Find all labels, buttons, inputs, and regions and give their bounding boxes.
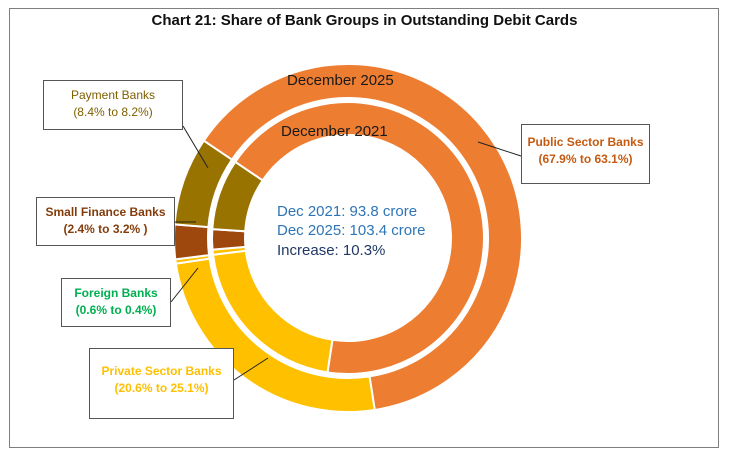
slice-december-2021-public-sector-banks: [233, 101, 485, 375]
callout-label-public-sector-banks: Public Sector Banks: [527, 135, 644, 149]
chart-title: Chart 21: Share of Bank Groups in Outsta…: [151, 12, 578, 29]
callout-foreign-banks: Foreign Banks (0.6% to 0.4%): [61, 278, 171, 327]
slice-december-2025-payment-banks: [173, 139, 234, 229]
callout-small-finance-banks: Small Finance Banks (2.4% to 3.2% ): [36, 197, 175, 246]
slice-december-2021-payment-banks: [211, 160, 264, 233]
callout-range-payment-banks: (8.4% to 8.2%): [73, 105, 153, 119]
callout-payment-banks: Payment Banks (8.4% to 8.2%): [43, 80, 183, 130]
center-text-increase: Increase: 10.3%: [277, 242, 386, 259]
leader-line-foreign-banks: [170, 267, 199, 303]
callout-label-small-finance-banks: Small Finance Banks: [45, 205, 166, 219]
outer-ring-label: December 2025: [287, 72, 394, 89]
callout-range-foreign-banks: (0.6% to 0.4%): [75, 303, 157, 317]
callout-range-private-sector-banks: (20.6% to 25.1%): [114, 381, 209, 395]
leader-line-payment-banks: [182, 125, 209, 169]
callout-label-foreign-banks: Foreign Banks: [74, 286, 158, 300]
center-text-dec-2021: Dec 2021: 93.8 crore: [277, 203, 418, 220]
leader-line-private-sector-banks: [233, 357, 269, 381]
callout-public-sector-banks: Public Sector Banks (67.9% to 63.1%): [521, 124, 650, 184]
center-text-dec-2025: Dec 2025: 103.4 crore: [277, 222, 426, 239]
callout-range-small-finance-banks: (2.4% to 3.2% ): [63, 222, 148, 236]
slice-december-2021-small-finance-banks: [211, 228, 247, 251]
callout-private-sector-banks: Private Sector Banks (20.6% to 25.1%): [89, 348, 234, 419]
callout-label-private-sector-banks: Private Sector Banks: [101, 364, 222, 378]
inner-ring-label: December 2021: [281, 123, 388, 140]
slice-december-2025-public-sector-banks: [202, 63, 523, 412]
callout-range-public-sector-banks: (67.9% to 63.1%): [538, 152, 633, 166]
leader-line-public-sector-banks: [477, 141, 522, 157]
slice-december-2025-small-finance-banks: [173, 223, 211, 261]
callout-label-payment-banks: Payment Banks: [70, 88, 156, 102]
